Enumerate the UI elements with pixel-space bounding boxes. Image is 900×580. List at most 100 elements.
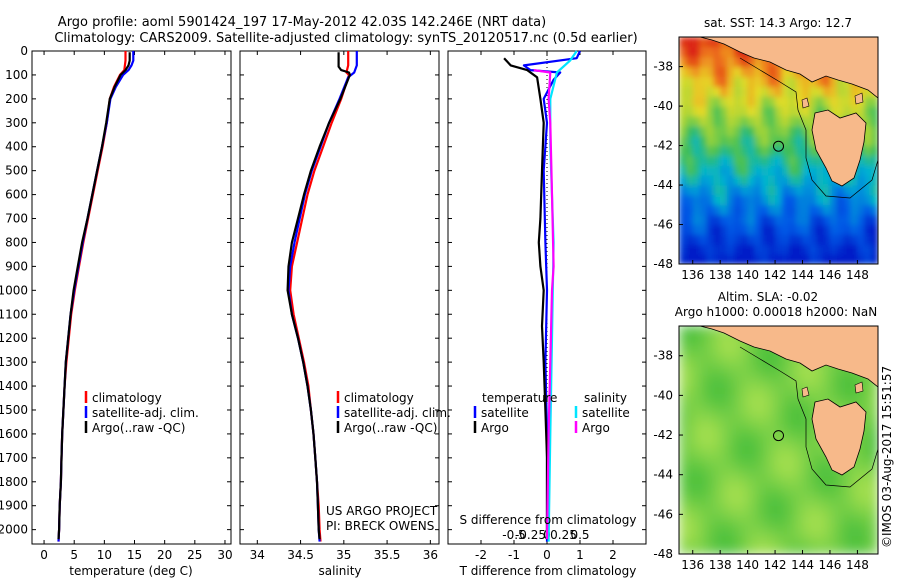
field-cell — [768, 135, 776, 147]
field-cell — [740, 365, 749, 377]
field-cell — [685, 244, 694, 255]
field-cell — [747, 234, 755, 245]
field-cell — [733, 116, 742, 127]
field-cell — [747, 494, 755, 505]
field-cell — [775, 395, 783, 406]
field-cell — [754, 385, 762, 396]
field-cell — [871, 204, 878, 216]
field-cell — [795, 155, 804, 166]
field-cell — [692, 116, 701, 127]
field-cell — [679, 355, 687, 367]
y-tick-label: 1500 — [0, 403, 28, 417]
field-cell — [685, 135, 694, 147]
field-cell — [781, 484, 790, 495]
field-cell — [720, 454, 728, 466]
field-cell — [747, 484, 755, 495]
field-cell — [809, 155, 817, 166]
legend-label-s-argo: Argo — [582, 421, 610, 435]
field-cell — [809, 96, 817, 107]
field-cell — [740, 534, 749, 545]
s-tick-label: 0.25 — [550, 528, 577, 542]
field-cell — [706, 405, 714, 416]
field-cell — [679, 37, 687, 48]
series-line-argo — [503, 57, 549, 540]
field-cell — [692, 474, 701, 486]
field-cell — [809, 375, 817, 386]
field-cell — [816, 494, 824, 505]
field-cell — [747, 96, 755, 107]
field-cell — [727, 165, 735, 176]
s-difference-label: S difference from climatology — [460, 513, 637, 527]
field-cell — [733, 234, 742, 245]
field-cell — [816, 514, 824, 525]
field-cell — [706, 165, 714, 176]
field-cell — [740, 116, 749, 127]
field-cell — [836, 514, 845, 525]
lat-tick-label: -44 — [653, 178, 673, 192]
field-cell — [679, 524, 687, 535]
field-cell — [809, 234, 817, 245]
field-cell — [754, 135, 762, 147]
field-cell — [809, 484, 817, 495]
field-cell — [857, 214, 865, 226]
y-tick-label: 2000 — [0, 523, 28, 537]
x-tick-label: -2 — [475, 548, 487, 562]
field-cell — [788, 175, 797, 186]
salinity-axes-frame — [239, 50, 440, 545]
field-cell — [692, 106, 701, 117]
field-cell — [775, 385, 783, 396]
field-cell — [781, 125, 790, 137]
field-cell — [850, 204, 858, 216]
field-cell — [727, 224, 735, 235]
field-cell — [768, 66, 776, 77]
land-flinders-island — [854, 92, 864, 105]
field-cell — [775, 66, 783, 77]
field-cell — [864, 504, 872, 515]
field-cell — [720, 504, 728, 515]
field-cell — [768, 395, 776, 406]
field-cell — [692, 335, 701, 347]
field-cell — [733, 504, 742, 515]
field-cell — [843, 494, 852, 505]
field-cell — [871, 405, 878, 416]
field-cell — [720, 464, 728, 476]
field-cell — [781, 106, 790, 117]
field-cell — [692, 445, 701, 456]
field-cell — [768, 224, 776, 235]
field-cell — [802, 534, 810, 545]
field-cell — [830, 375, 838, 386]
field-cell — [706, 106, 714, 117]
y-tick-label: 1300 — [0, 355, 28, 369]
field-cell — [775, 234, 783, 245]
field-cell — [727, 474, 735, 486]
field-cell — [775, 415, 783, 426]
s-tick-label: -0.25 — [515, 528, 546, 542]
field-cell — [761, 524, 769, 535]
field-cell — [747, 375, 755, 386]
field-cell — [679, 464, 687, 476]
field-cell — [740, 234, 749, 245]
field-cell — [706, 96, 714, 107]
field-cell — [699, 106, 707, 117]
field-cell — [727, 494, 735, 505]
field-cell — [857, 494, 865, 505]
field-cell — [679, 76, 687, 87]
field-cell — [809, 514, 817, 525]
field-cell — [727, 335, 735, 347]
field-cell — [843, 244, 852, 255]
field-cell — [685, 66, 694, 77]
field-cell — [830, 474, 838, 486]
field-cell — [816, 244, 824, 255]
field-cell — [823, 76, 831, 87]
field-cell — [795, 534, 804, 545]
field-cell — [720, 395, 728, 406]
field-cell — [685, 76, 694, 87]
x-tick-label: 25 — [187, 548, 202, 562]
field-cell — [795, 204, 804, 216]
field-cell — [836, 504, 845, 515]
field-cell — [713, 335, 721, 347]
field-cell — [754, 544, 762, 554]
field-cell — [679, 56, 687, 68]
y-tick-label: 100 — [5, 68, 28, 82]
legend-label-t-satellite: satellite — [481, 406, 529, 420]
